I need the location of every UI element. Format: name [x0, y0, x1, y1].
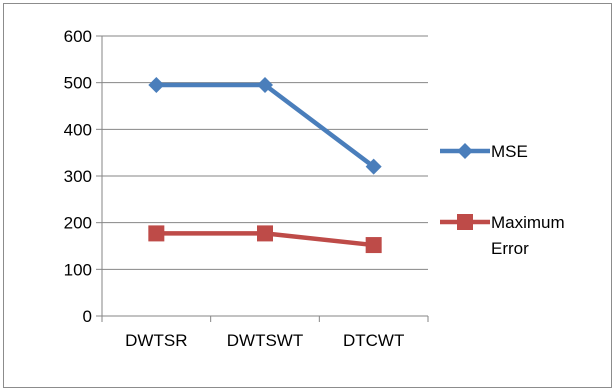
series-group [148, 77, 382, 254]
x-tick-label: DWTSR [125, 331, 187, 350]
y-tick-label: 400 [64, 120, 92, 139]
data-point [148, 225, 165, 242]
series-line [156, 82, 376, 169]
data-point [148, 77, 165, 93]
y-tick-label: 0 [83, 307, 92, 326]
legend-entry: Maximum Error [440, 213, 565, 258]
data-point [365, 237, 382, 254]
legend-label-line: Maximum [491, 213, 565, 232]
y-tick-label: 600 [64, 27, 92, 46]
data-point [365, 158, 382, 175]
x-tick-label: DWTSWT [227, 331, 303, 350]
data-point [257, 77, 273, 93]
legend-label: MSE [491, 142, 528, 161]
legend-entry: MSE [440, 142, 528, 161]
y-tick-label: 500 [64, 74, 92, 93]
legend-marker [457, 214, 473, 230]
legend-marker [457, 143, 473, 159]
y-tick-label: 100 [64, 260, 92, 279]
series-maximum-error [148, 225, 382, 254]
x-tick-label: DTCWT [343, 331, 404, 350]
data-point [257, 225, 273, 242]
y-tick-label: 200 [64, 214, 92, 233]
axes: 0 100 200 300 400 500 600 DWTSR DWTSWT DTCWT [64, 27, 429, 350]
legend-label: Maximum Error [491, 213, 565, 258]
y-tick-label: 300 [64, 167, 92, 186]
legend: MSE Maximum Error [440, 142, 565, 258]
series-mse [148, 77, 382, 175]
legend-label-line: Error [491, 239, 529, 258]
chart-frame [3, 3, 612, 388]
